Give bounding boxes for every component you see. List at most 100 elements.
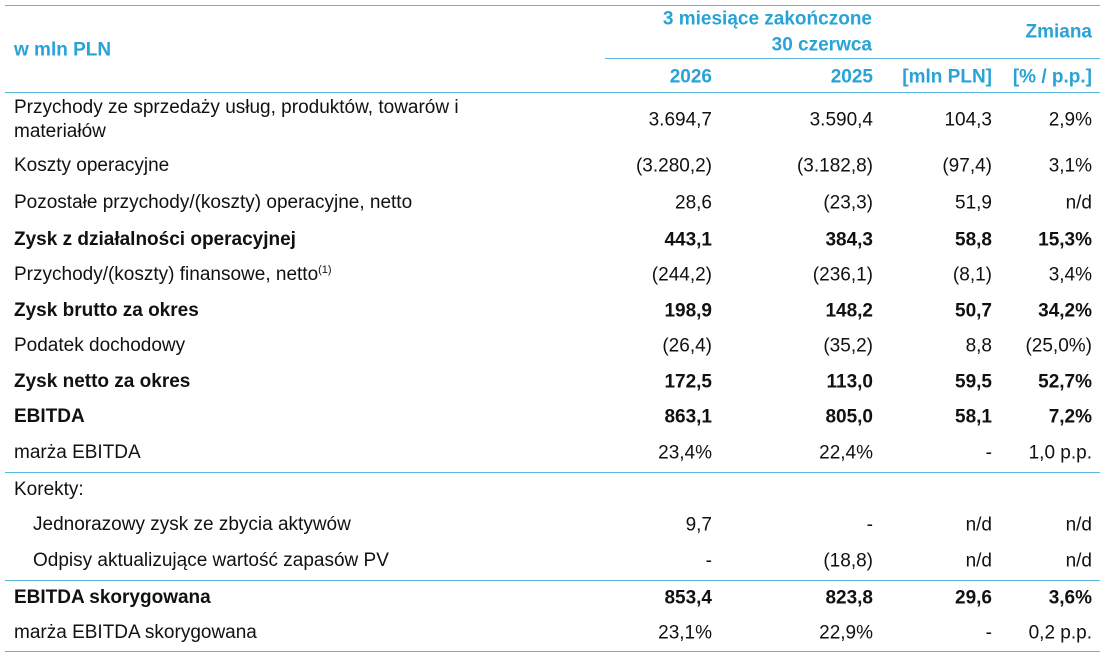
column-header: [mln PLN] bbox=[902, 66, 992, 88]
cell: 7,2% bbox=[1048, 406, 1092, 428]
cell: (244,2) bbox=[651, 264, 712, 286]
row-label: Koszty operacyjne bbox=[14, 154, 544, 178]
cell: 8,8 bbox=[965, 335, 992, 357]
row-label-text: Zysk z działalności operacyjnej bbox=[14, 229, 296, 250]
cell: 15,3% bbox=[1038, 229, 1092, 251]
cell: 2,9% bbox=[1048, 109, 1092, 131]
cell: (3.182,8) bbox=[796, 155, 873, 177]
unit-label: w mln PLN bbox=[14, 39, 112, 61]
cell: 805,0 bbox=[825, 406, 873, 428]
row-label: marża EBITDA skorygowana bbox=[14, 621, 544, 645]
cell: - bbox=[866, 514, 873, 536]
footnote-ref: (1) bbox=[318, 264, 332, 276]
cell: n/d bbox=[965, 550, 992, 572]
row-label-text: EBITDA skorygowana bbox=[14, 587, 211, 608]
cell: 22,9% bbox=[819, 622, 873, 644]
column-header: 2025 bbox=[830, 66, 873, 88]
row-label-text: Podatek dochodowy bbox=[14, 335, 186, 356]
row-label: Przychody/(koszty) finansowe, netto(1) bbox=[14, 263, 544, 287]
rule bbox=[5, 580, 1100, 581]
row-label-text: marża EBITDA skorygowana bbox=[14, 622, 257, 643]
row-label: Zysk z działalności operacyjnej bbox=[14, 228, 544, 252]
cell: (8,1) bbox=[952, 264, 992, 286]
column-header: 2026 bbox=[669, 66, 712, 88]
cell: 104,3 bbox=[944, 109, 992, 131]
cell: 3.590,4 bbox=[809, 109, 873, 131]
cell: 198,9 bbox=[664, 300, 712, 322]
cell: (3.280,2) bbox=[635, 155, 712, 177]
row-label-text: Pozostałe przychody/(koszty) operacyjne,… bbox=[14, 192, 413, 213]
cell: 59,5 bbox=[955, 371, 992, 393]
cell: 23,1% bbox=[658, 622, 712, 644]
cell: n/d bbox=[1065, 514, 1092, 536]
cell: 29,6 bbox=[955, 587, 992, 609]
cell: 823,8 bbox=[825, 587, 873, 609]
cell: (26,4) bbox=[662, 335, 712, 357]
cell: 0,2 p.p. bbox=[1028, 622, 1092, 644]
cell: 148,2 bbox=[825, 300, 873, 322]
cell: 3,6% bbox=[1048, 587, 1092, 609]
cell: 3.694,7 bbox=[648, 109, 712, 131]
row-label: Jednorazowy zysk ze zbycia aktywów bbox=[33, 513, 563, 537]
rule bbox=[5, 92, 1100, 93]
cell: 1,0 p.p. bbox=[1028, 442, 1092, 464]
cell: - bbox=[985, 442, 992, 464]
cell: 853,4 bbox=[664, 587, 712, 609]
row-label-text: EBITDA bbox=[14, 406, 85, 427]
cell: n/d bbox=[965, 514, 992, 536]
cell: (97,4) bbox=[942, 155, 992, 177]
row-label-text: Korekty: bbox=[14, 479, 84, 500]
cell: 52,7% bbox=[1038, 371, 1092, 393]
rule bbox=[5, 651, 1100, 652]
cell: 863,1 bbox=[664, 406, 712, 428]
cell: (25,0%) bbox=[1025, 335, 1092, 357]
cell: 50,7 bbox=[955, 300, 992, 322]
cell: (23,3) bbox=[823, 192, 873, 214]
row-label-text: Koszty operacyjne bbox=[14, 155, 170, 176]
cell: 3,1% bbox=[1048, 155, 1092, 177]
cell: n/d bbox=[1065, 192, 1092, 214]
row-label-text: Jednorazowy zysk ze zbycia aktywów bbox=[33, 514, 351, 535]
cell: 384,3 bbox=[825, 229, 873, 251]
cell: (35,2) bbox=[823, 335, 873, 357]
row-label: Korekty: bbox=[14, 478, 544, 502]
row-label: Zysk brutto za okres bbox=[14, 299, 544, 323]
cell: 443,1 bbox=[664, 229, 712, 251]
row-label-text: marża EBITDA bbox=[14, 442, 141, 463]
row-label: Przychody ze sprzedaży usług, produktów,… bbox=[14, 96, 544, 144]
cell: 58,1 bbox=[955, 406, 992, 428]
cell: 51,9 bbox=[955, 192, 992, 214]
cell: 22,4% bbox=[819, 442, 873, 464]
row-label-text: Zysk brutto za okres bbox=[14, 300, 199, 321]
cell: - bbox=[705, 550, 712, 572]
row-label: Pozostałe przychody/(koszty) operacyjne,… bbox=[14, 191, 544, 215]
cell: 23,4% bbox=[658, 442, 712, 464]
cell: 58,8 bbox=[955, 229, 992, 251]
row-label-text: Przychody/(koszty) finansowe, netto bbox=[14, 264, 319, 285]
cell: 113,0 bbox=[826, 371, 874, 393]
row-label: EBITDA bbox=[14, 405, 544, 429]
change-label: Zmiana bbox=[1025, 21, 1092, 43]
cell: 172,5 bbox=[664, 371, 712, 393]
cell: n/d bbox=[1065, 550, 1092, 572]
row-label: Odpisy aktualizujące wartość zapasów PV bbox=[33, 549, 563, 573]
cell: (18,8) bbox=[823, 550, 873, 572]
row-label-text: Odpisy aktualizujące wartość zapasów PV bbox=[33, 550, 389, 571]
row-label: EBITDA skorygowana bbox=[14, 586, 544, 610]
row-label: marża EBITDA bbox=[14, 441, 544, 465]
rule bbox=[5, 5, 1100, 6]
period-label: 30 czerwca bbox=[771, 34, 872, 56]
row-label: Zysk netto za okres bbox=[14, 370, 544, 394]
row-label: Podatek dochodowy bbox=[14, 334, 544, 358]
cell: 3,4% bbox=[1048, 264, 1092, 286]
cell: (236,1) bbox=[812, 264, 873, 286]
row-label-text: Zysk netto za okres bbox=[14, 371, 191, 392]
rule bbox=[605, 58, 1100, 59]
cell: 34,2% bbox=[1038, 300, 1092, 322]
row-label-text: Przychody ze sprzedaży usług, produktów,… bbox=[14, 97, 459, 142]
cell: 28,6 bbox=[675, 192, 712, 214]
cell: - bbox=[985, 622, 992, 644]
period-label: 3 miesiące zakończone bbox=[662, 8, 872, 30]
rule bbox=[5, 472, 1100, 473]
